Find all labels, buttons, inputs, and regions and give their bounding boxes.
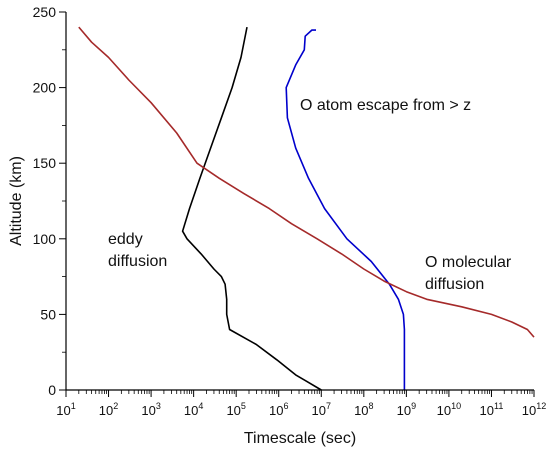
plot-area xyxy=(78,26,535,391)
series-line-eddy xyxy=(181,26,322,391)
x-ticks: 101 102 103 104 105 106 107 108 109 1010 1011 1012 xyxy=(56,390,546,418)
annotation-escape: O atom escape from > z xyxy=(300,97,471,114)
x-tick-label: 104 xyxy=(184,401,203,418)
y-ticks: 0 50 100 150 200 250 xyxy=(33,4,66,398)
annotation-molecular-line1: O molecular xyxy=(425,254,512,271)
y-tick-label: 250 xyxy=(33,4,57,20)
x-tick-label: 106 xyxy=(269,401,288,418)
x-tick-label: 105 xyxy=(226,401,245,418)
series-line-molecular xyxy=(78,26,535,338)
y-tick-label: 150 xyxy=(33,155,57,171)
x-tick-label: 103 xyxy=(141,401,160,418)
annotation-molecular-line2: diffusion xyxy=(425,276,484,293)
x-axis-label: Timescale (sec) xyxy=(244,430,356,447)
x-tick-label: 101 xyxy=(56,401,75,418)
y-tick-label: 50 xyxy=(40,306,56,322)
axes xyxy=(65,12,534,391)
x-tick-label: 1010 xyxy=(437,401,461,418)
x-tick-label: 108 xyxy=(354,401,373,418)
y-tick-label: 0 xyxy=(48,382,56,398)
y-axis-label: Altitude (km) xyxy=(8,156,25,246)
annotation-eddy-line2: diffusion xyxy=(108,253,167,270)
x-tick-label: 1011 xyxy=(480,401,504,418)
series-line-escape xyxy=(285,29,406,390)
x-tick-label: 102 xyxy=(99,401,118,418)
y-tick-label: 200 xyxy=(33,80,57,96)
y-tick-label: 100 xyxy=(33,231,57,247)
annotation-eddy-line1: eddy xyxy=(108,231,143,248)
x-tick-label: 107 xyxy=(312,401,331,418)
x-tick-label: 1012 xyxy=(522,401,546,418)
x-tick-label: 109 xyxy=(397,401,416,418)
